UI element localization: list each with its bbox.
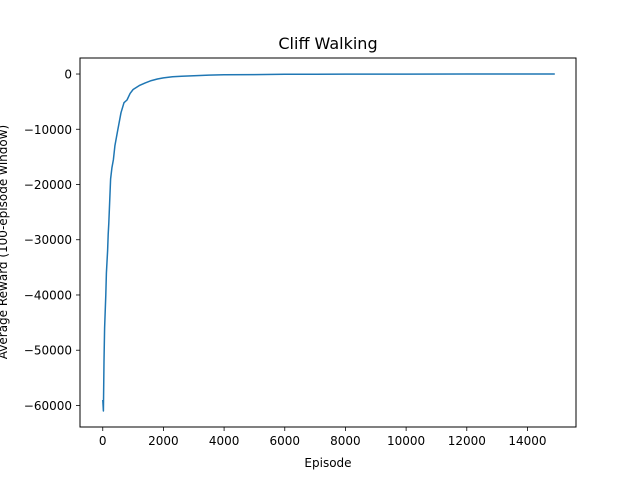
plot-area-frame	[79, 57, 577, 428]
x-axis-ticks: 0 2000 4000 6000 8000 10000 12000 14000	[99, 427, 547, 448]
x-tick-label: 6000	[269, 434, 300, 448]
x-axis-label: Episode	[304, 456, 351, 470]
y-tick-label: −30000	[24, 233, 72, 247]
x-tick-label: 14000	[508, 434, 546, 448]
x-tick-label: 8000	[330, 434, 361, 448]
x-tick-label: 2000	[148, 434, 179, 448]
y-tick-label: −60000	[24, 399, 72, 413]
x-tick-label: 4000	[209, 434, 240, 448]
y-tick-label: 0	[64, 68, 72, 82]
x-tick-label: 10000	[387, 434, 425, 448]
y-axis-label: Average Reward (100-episode window)	[0, 125, 10, 359]
y-axis-ticks: 0 −10000 −20000 −30000 −40000 −50000 −60000	[24, 68, 80, 413]
y-tick-label: −40000	[24, 288, 72, 302]
y-tick-label: −20000	[24, 178, 72, 192]
x-tick-label: 12000	[448, 434, 486, 448]
chart-title: Cliff Walking	[278, 34, 377, 53]
x-tick-label: 0	[99, 434, 107, 448]
y-tick-label: −10000	[24, 123, 72, 137]
plot-lines	[102, 73, 555, 412]
y-tick-label: −50000	[24, 344, 72, 358]
series-line	[102, 73, 555, 412]
